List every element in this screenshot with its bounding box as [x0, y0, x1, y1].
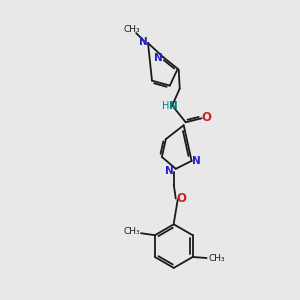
- Text: O: O: [177, 192, 187, 205]
- Text: N: N: [139, 37, 147, 47]
- Text: CH₃: CH₃: [208, 254, 225, 263]
- Text: CH₃: CH₃: [124, 227, 140, 236]
- Text: N: N: [154, 53, 162, 63]
- Text: N: N: [192, 156, 201, 166]
- Text: H: H: [162, 101, 169, 111]
- Text: N: N: [169, 101, 178, 111]
- Text: N: N: [165, 166, 174, 176]
- Text: CH₃: CH₃: [124, 25, 140, 34]
- Text: O: O: [202, 111, 212, 124]
